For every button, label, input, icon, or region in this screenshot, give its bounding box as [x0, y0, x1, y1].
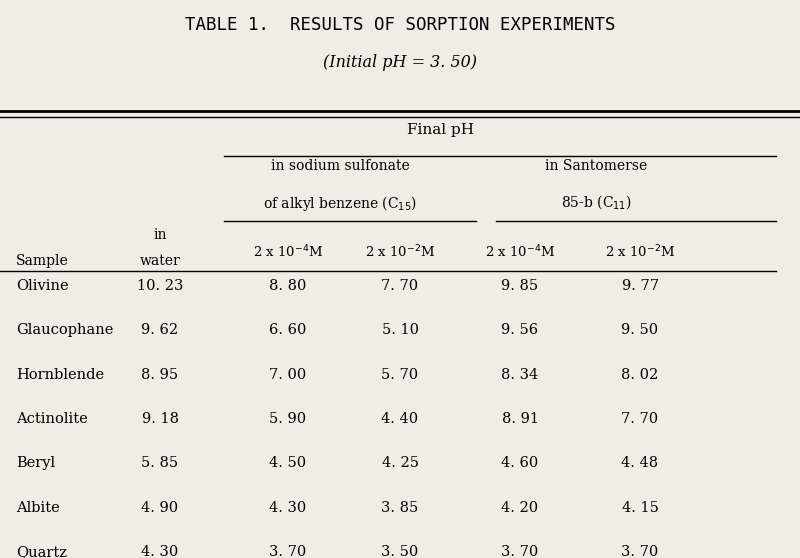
Text: water: water	[140, 253, 180, 267]
Text: 9. 62: 9. 62	[142, 323, 178, 337]
Text: TABLE 1.  RESULTS OF SORPTION EXPERIMENTS: TABLE 1. RESULTS OF SORPTION EXPERIMENTS	[185, 16, 615, 34]
Text: 2 x 10$^{-2}$M: 2 x 10$^{-2}$M	[365, 244, 435, 261]
Text: Actinolite: Actinolite	[16, 412, 88, 426]
Text: 2 x 10$^{-4}$M: 2 x 10$^{-4}$M	[253, 244, 323, 261]
Text: 7. 70: 7. 70	[622, 412, 658, 426]
Text: 4. 48: 4. 48	[622, 456, 658, 470]
Text: Hornblende: Hornblende	[16, 368, 104, 382]
Text: in Santomerse: in Santomerse	[545, 160, 647, 174]
Text: 4. 20: 4. 20	[502, 501, 538, 514]
Text: Albite: Albite	[16, 501, 60, 514]
Text: Olivine: Olivine	[16, 279, 69, 293]
Text: 5. 85: 5. 85	[142, 456, 178, 470]
Text: 8. 34: 8. 34	[502, 368, 538, 382]
Text: 5. 10: 5. 10	[382, 323, 418, 337]
Text: 7. 00: 7. 00	[270, 368, 306, 382]
Text: 9. 77: 9. 77	[622, 279, 658, 293]
Text: Glaucophane: Glaucophane	[16, 323, 114, 337]
Text: 8. 02: 8. 02	[622, 368, 658, 382]
Text: 4. 30: 4. 30	[142, 545, 178, 558]
Text: 4. 15: 4. 15	[622, 501, 658, 514]
Text: 4. 60: 4. 60	[502, 456, 538, 470]
Text: 9. 56: 9. 56	[502, 323, 538, 337]
Text: 2 x 10$^{-4}$M: 2 x 10$^{-4}$M	[485, 244, 555, 261]
Text: in sodium sulfonate: in sodium sulfonate	[270, 160, 410, 174]
Text: 5. 90: 5. 90	[270, 412, 306, 426]
Text: 4. 50: 4. 50	[270, 456, 306, 470]
Text: Beryl: Beryl	[16, 456, 55, 470]
Text: (Initial pH = 3. 50): (Initial pH = 3. 50)	[323, 54, 477, 71]
Text: 8. 80: 8. 80	[270, 279, 306, 293]
Text: 4. 40: 4. 40	[382, 412, 418, 426]
Text: 4. 25: 4. 25	[382, 456, 418, 470]
Text: 10. 23: 10. 23	[137, 279, 183, 293]
Text: 3. 70: 3. 70	[502, 545, 538, 558]
Text: 8. 91: 8. 91	[502, 412, 538, 426]
Text: 9. 18: 9. 18	[142, 412, 178, 426]
Text: 4. 30: 4. 30	[270, 501, 306, 514]
Text: 2 x 10$^{-2}$M: 2 x 10$^{-2}$M	[605, 244, 675, 261]
Text: of alkyl benzene (C$_{15}$): of alkyl benzene (C$_{15}$)	[263, 194, 417, 213]
Text: 3. 85: 3. 85	[382, 501, 418, 514]
Text: 9. 85: 9. 85	[502, 279, 538, 293]
Text: 9. 50: 9. 50	[622, 323, 658, 337]
Text: 6. 60: 6. 60	[270, 323, 306, 337]
Text: Quartz: Quartz	[16, 545, 67, 558]
Text: 3. 50: 3. 50	[382, 545, 418, 558]
Text: in: in	[154, 228, 166, 242]
Text: 3. 70: 3. 70	[622, 545, 658, 558]
Text: 5. 70: 5. 70	[382, 368, 418, 382]
Text: 85-b (C$_{11}$): 85-b (C$_{11}$)	[561, 194, 631, 211]
Text: Sample: Sample	[16, 253, 69, 267]
Text: 8. 95: 8. 95	[142, 368, 178, 382]
Text: 7. 70: 7. 70	[382, 279, 418, 293]
Text: Final pH: Final pH	[406, 123, 474, 137]
Text: 4. 90: 4. 90	[142, 501, 178, 514]
Text: 3. 70: 3. 70	[270, 545, 306, 558]
